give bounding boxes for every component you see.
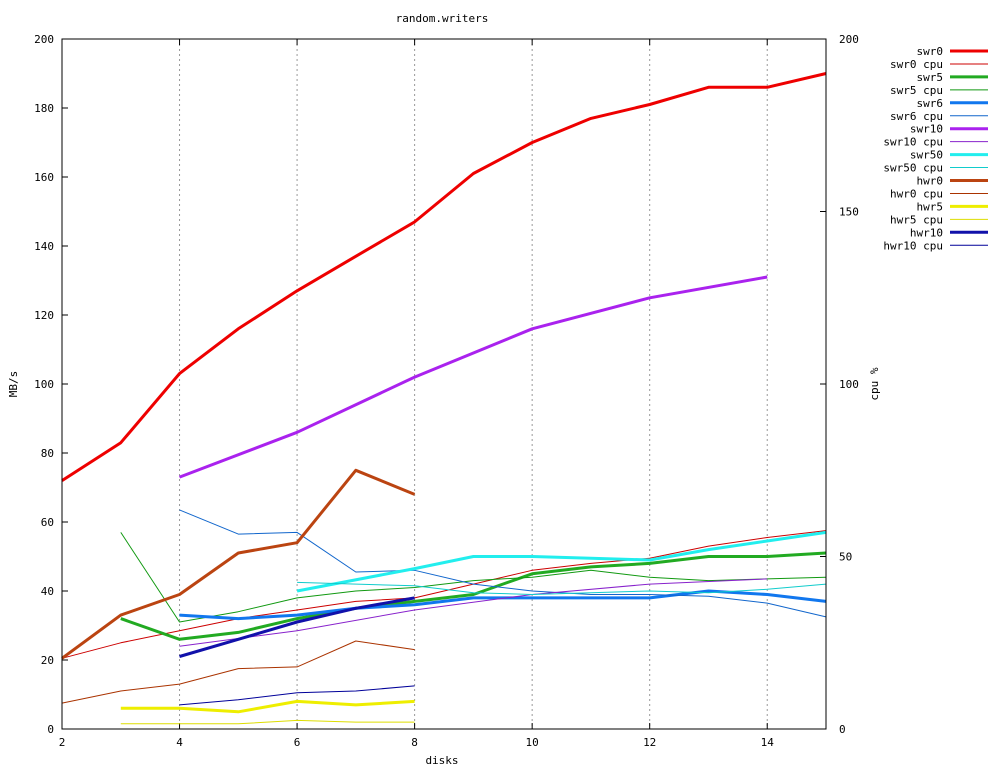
legend-label-swr5: swr5 xyxy=(917,71,944,84)
legend-label-hwr5: hwr5 xyxy=(917,200,944,213)
legend-label-swr6-cpu: swr6 cpu xyxy=(890,110,943,123)
y-tick-label: 180 xyxy=(34,102,54,115)
legend-label-hwr0: hwr0 xyxy=(917,175,944,188)
legend-label-swr50-cpu: swr50 cpu xyxy=(883,162,943,175)
x-tick-label: 8 xyxy=(411,736,418,749)
x-axis-label: disks xyxy=(425,754,458,767)
legend-label-hwr10-cpu: hwr10 cpu xyxy=(883,239,943,252)
y2-axis-label: cpu % xyxy=(868,367,881,400)
x-tick-label: 12 xyxy=(643,736,656,749)
legend-label-swr6: swr6 xyxy=(917,97,944,110)
y-tick-label: 120 xyxy=(34,309,54,322)
y-tick-label: 100 xyxy=(34,378,54,391)
plot-frame xyxy=(61,38,827,730)
y-tick-label: 160 xyxy=(34,171,54,184)
legend-label-hwr0-cpu: hwr0 cpu xyxy=(890,187,943,200)
legend-label-swr0-cpu: swr0 cpu xyxy=(890,58,943,71)
series-line-hwr5 xyxy=(120,699,415,714)
x-tick-label: 6 xyxy=(294,736,301,749)
legend-label-swr50: swr50 xyxy=(910,149,943,162)
legend-label-swr5-cpu: swr5 cpu xyxy=(890,84,943,97)
series-line-swr50-cpu xyxy=(297,581,827,595)
y-tick-label: 140 xyxy=(34,240,54,253)
chart-title: random.writers xyxy=(396,12,489,25)
series-line-hwr10 xyxy=(179,596,415,658)
y-tick-label: 80 xyxy=(41,447,54,460)
y2-tick-label: 100 xyxy=(839,378,859,391)
series-line-hwr0 xyxy=(61,468,416,660)
y-tick-label: 40 xyxy=(41,585,54,598)
plot-area xyxy=(61,72,827,725)
y-tick-label: 0 xyxy=(47,723,54,736)
y-tick-label: 200 xyxy=(34,33,54,46)
legend-label-hwr5-cpu: hwr5 cpu xyxy=(890,213,943,226)
series-line-swr0 xyxy=(61,72,827,482)
y-tick-label: 20 xyxy=(41,654,54,667)
legend-label-swr10-cpu: swr10 cpu xyxy=(883,136,943,149)
series-line-hwr0-cpu xyxy=(61,640,415,704)
series-line-swr5 xyxy=(120,551,827,641)
y2-tick-label: 150 xyxy=(839,206,859,219)
series-line-swr5-cpu xyxy=(120,532,827,623)
x-tick-label: 14 xyxy=(761,736,775,749)
y2-tick-label: 50 xyxy=(839,551,852,564)
legend-label-swr0: swr0 xyxy=(917,45,944,58)
series-line-hwr10-cpu xyxy=(179,685,415,706)
y-tick-label: 60 xyxy=(41,516,54,529)
x-tick-label: 2 xyxy=(59,736,66,749)
y2-tick-label: 0 xyxy=(839,723,846,736)
series-line-hwr5-cpu xyxy=(120,719,415,725)
series-line-swr0-cpu xyxy=(61,530,827,659)
x-tick-label: 4 xyxy=(176,736,183,749)
axes: 2 4 6 8 10 12 14020406080100120140160180200050… xyxy=(34,33,859,749)
series-line-swr10 xyxy=(178,275,768,479)
series-line-swr6-cpu xyxy=(179,509,827,618)
legend-label-swr10: swr10 xyxy=(910,123,943,136)
legend-label-hwr10: hwr10 xyxy=(910,226,943,239)
y-axis-label: MB/s xyxy=(7,371,20,398)
series-line-swr50 xyxy=(296,530,827,593)
series-line-swr10-cpu xyxy=(179,578,768,647)
y2-tick-label: 200 xyxy=(839,33,859,46)
x-tick-label: 10 xyxy=(526,736,539,749)
grid-lines xyxy=(179,39,768,729)
